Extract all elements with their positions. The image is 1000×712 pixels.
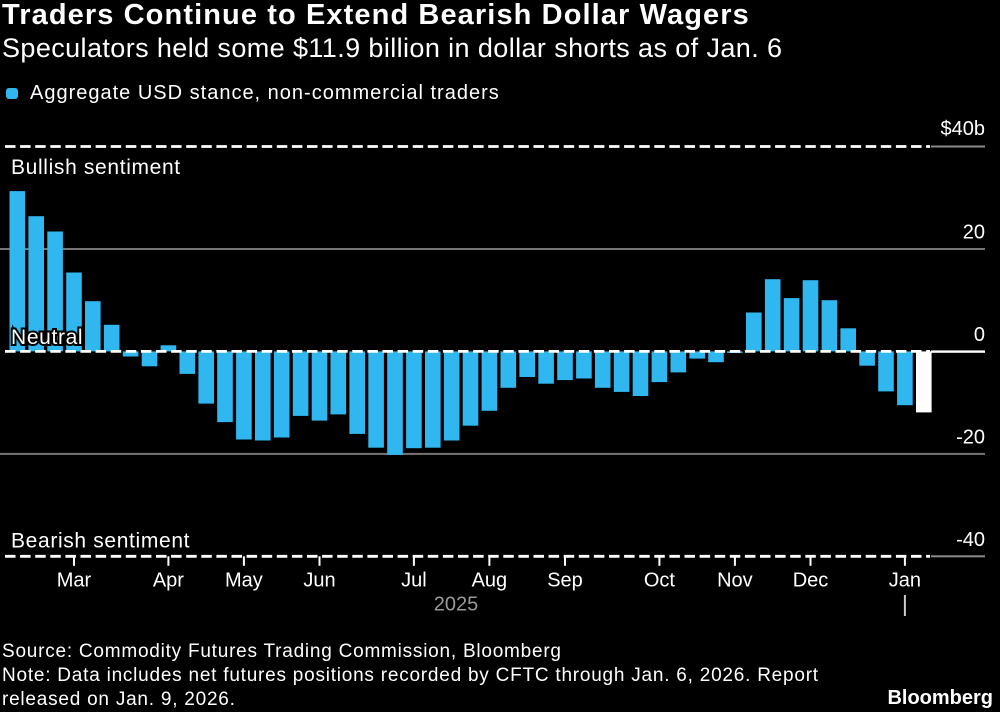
svg-text:-40: -40 <box>956 529 985 551</box>
svg-text:Mar: Mar <box>57 570 92 592</box>
svg-text:20: 20 <box>963 222 985 244</box>
svg-text:Sep: Sep <box>547 570 583 592</box>
svg-text:Neutral: Neutral <box>11 326 83 349</box>
svg-text:Bullish sentiment: Bullish sentiment <box>11 156 181 179</box>
svg-text:Aug: Aug <box>472 570 508 592</box>
svg-text:Jan: Jan <box>889 570 921 592</box>
svg-text:0: 0 <box>974 324 985 346</box>
svg-text:Oct: Oct <box>644 570 676 592</box>
svg-text:Dec: Dec <box>793 570 829 592</box>
svg-text:May: May <box>225 570 263 592</box>
svg-text:Bearish sentiment: Bearish sentiment <box>11 530 190 553</box>
svg-text:$40b: $40b <box>941 118 986 140</box>
svg-text:Apr: Apr <box>153 570 184 592</box>
svg-text:Nov: Nov <box>717 570 753 592</box>
svg-text:Jun: Jun <box>303 570 335 592</box>
svg-text:-20: -20 <box>956 427 985 449</box>
svg-text:2025: 2025 <box>434 594 479 616</box>
svg-text:Jul: Jul <box>401 570 427 592</box>
